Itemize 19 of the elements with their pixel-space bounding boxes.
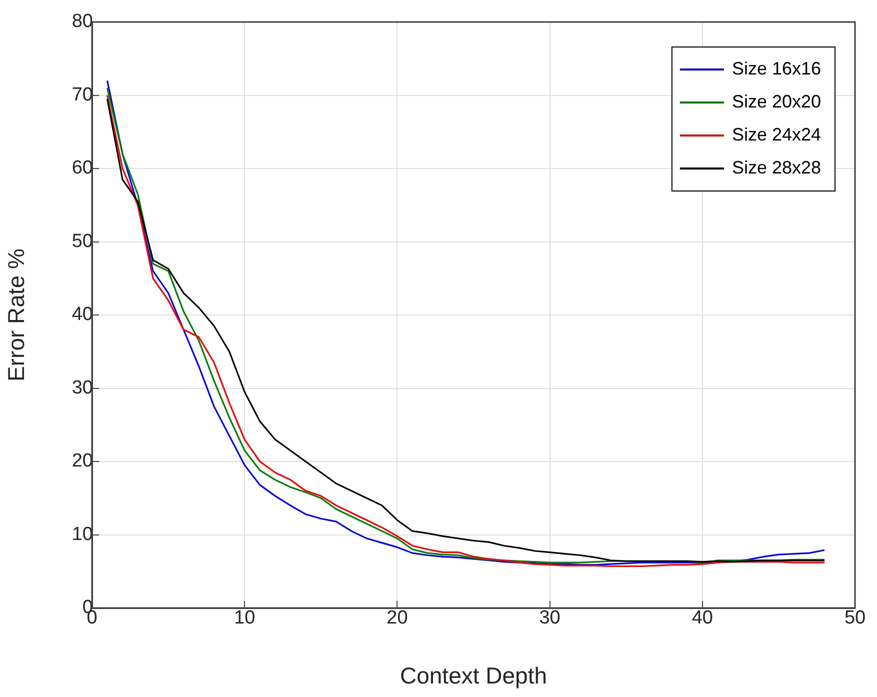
x-tick-label: 30 (539, 608, 560, 629)
y-tick-label: 20 (72, 450, 93, 472)
legend-label: Size 16x16 (732, 58, 822, 78)
legend-label: Size 20x20 (732, 91, 822, 112)
y-tick-label: 50 (72, 230, 93, 252)
y-axis-title: Error Rate % (3, 248, 30, 382)
y-tick-label: 80 (72, 11, 93, 32)
legend-label: Size 28x28 (732, 157, 822, 178)
y-tick-label: 70 (72, 84, 93, 106)
x-tick-label: 40 (692, 608, 713, 629)
x-tick-label: 10 (234, 608, 256, 629)
x-axis-title: Context Depth (400, 662, 548, 689)
y-tick-label: 30 (72, 377, 93, 398)
legend-label: Size 24x24 (732, 124, 822, 144)
y-tick-label: 60 (72, 158, 93, 179)
x-tick-label: 20 (386, 608, 408, 629)
x-tick-label: 50 (844, 608, 866, 629)
y-tick-label: 10 (72, 524, 93, 545)
y-tick-label: 40 (72, 304, 93, 326)
